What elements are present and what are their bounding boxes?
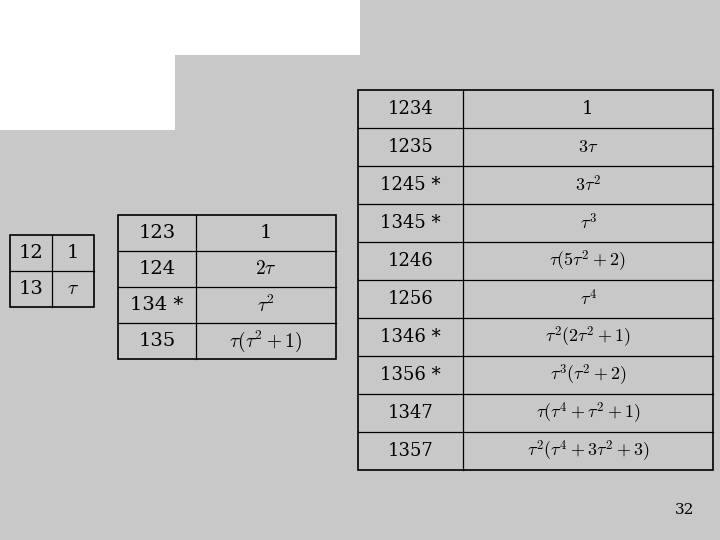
Text: $3\tau$: $3\tau$ <box>578 138 598 156</box>
Text: 1235: 1235 <box>387 138 433 156</box>
Text: $\tau^4$: $\tau^4$ <box>580 289 596 309</box>
Text: $\tau^2(\tau^4+3\tau^2+3)$: $\tau^2(\tau^4+3\tau^2+3)$ <box>527 438 649 464</box>
Text: $\tau(\tau^4+\tau^2+1)$: $\tau(\tau^4+\tau^2+1)$ <box>536 400 641 426</box>
Text: $\tau(\tau^2+1)$: $\tau(\tau^2+1)$ <box>230 328 302 354</box>
Text: 1245 *: 1245 * <box>380 176 441 194</box>
Text: 1234: 1234 <box>387 100 433 118</box>
Text: 1256: 1256 <box>387 290 433 308</box>
Bar <box>358 90 713 470</box>
Text: 1357: 1357 <box>387 442 433 460</box>
Text: 1246: 1246 <box>387 252 433 270</box>
Text: $2\tau$: $2\tau$ <box>255 260 277 278</box>
Text: $\tau(5\tau^2+2)$: $\tau(5\tau^2+2)$ <box>549 248 626 274</box>
Bar <box>118 215 336 359</box>
Text: 32: 32 <box>675 503 695 517</box>
Text: 13: 13 <box>19 280 43 298</box>
Text: 1346 *: 1346 * <box>380 328 441 346</box>
Bar <box>175 0 360 55</box>
Text: $\tau^2$: $\tau^2$ <box>257 294 275 315</box>
Text: 1: 1 <box>582 100 594 118</box>
Text: $3\tau^2$: $3\tau^2$ <box>575 175 601 195</box>
Bar <box>0 0 175 130</box>
Text: 12: 12 <box>19 244 43 262</box>
Bar <box>10 235 94 307</box>
Text: 1356 *: 1356 * <box>380 366 441 384</box>
Text: 1: 1 <box>67 244 79 262</box>
Text: $\tau^3(\tau^2+2)$: $\tau^3(\tau^2+2)$ <box>549 362 626 388</box>
Text: 1: 1 <box>260 224 272 242</box>
Text: 1347: 1347 <box>387 404 433 422</box>
Text: 134 *: 134 * <box>130 296 184 314</box>
Text: 1345 *: 1345 * <box>380 214 441 232</box>
Text: $\tau^2(2\tau^2+1)$: $\tau^2(2\tau^2+1)$ <box>545 325 631 349</box>
Text: 124: 124 <box>138 260 176 278</box>
Text: 135: 135 <box>138 332 176 350</box>
Text: $\tau$: $\tau$ <box>67 280 79 298</box>
Text: 123: 123 <box>138 224 176 242</box>
Text: $\tau^3$: $\tau^3$ <box>580 213 596 233</box>
